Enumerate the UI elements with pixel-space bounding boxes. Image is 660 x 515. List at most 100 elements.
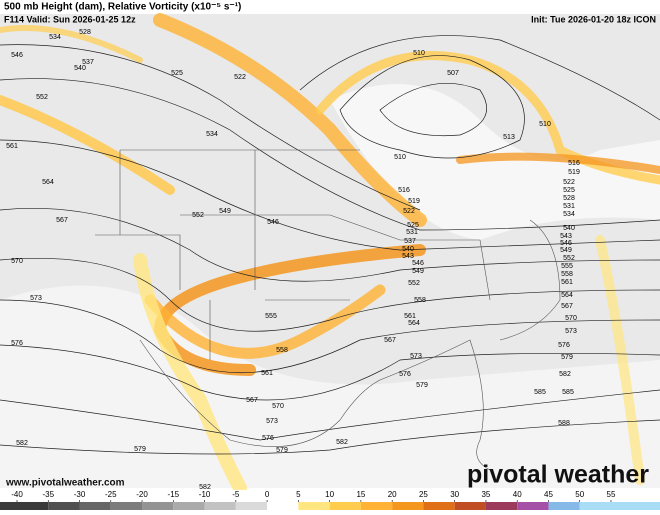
contour-label: 570 <box>11 258 23 265</box>
contour-line <box>0 389 660 441</box>
contour-label: 531 <box>563 203 575 210</box>
colorbar-segment <box>517 502 549 510</box>
contour-label: 567 <box>561 303 573 310</box>
contour-label: 507 <box>447 70 459 77</box>
colorbar-tick-label: 30 <box>450 490 459 499</box>
colorbar-segment <box>204 502 236 510</box>
vorticity-band <box>133 253 247 495</box>
vorticity-band <box>0 95 175 195</box>
colorbar-tick-label: 55 <box>607 490 616 499</box>
vorticity-band <box>153 13 427 227</box>
colorbar-left <box>0 502 17 510</box>
contour-label: 582 <box>559 371 571 378</box>
contour-label: 522 <box>563 179 575 186</box>
contour-label: 576 <box>11 340 23 347</box>
colorbar-segment <box>360 502 393 510</box>
contour-label: 567 <box>56 217 68 224</box>
contour-label: 570 <box>272 403 284 410</box>
contour-label: 516 <box>568 160 580 167</box>
contour-line <box>299 35 660 121</box>
contour-line <box>0 299 660 374</box>
colorbar-right <box>611 502 660 510</box>
contour-label: 549 <box>560 247 572 254</box>
contour-label: 555 <box>561 263 573 270</box>
contour-label: 525 <box>407 222 419 229</box>
contour-label: 564 <box>42 179 54 186</box>
colorbar-tick-label: -10 <box>199 490 211 499</box>
contour-label: 579 <box>134 446 146 453</box>
map-area: 5345285375405465525255225345615645675705… <box>0 13 660 495</box>
contour-label: 525 <box>563 187 575 194</box>
colorbar: -40 -35 -30 -25 -20 -15 -10 -5 0 5 10 15 20 25 30 35 40 4… <box>0 490 660 510</box>
colorbar-tick-label: 10 <box>325 490 334 499</box>
contour-label: 582 <box>199 484 211 491</box>
contour-line <box>379 83 488 136</box>
height-contours <box>0 35 660 455</box>
contour-label: 546 <box>11 52 23 59</box>
colorbar-tick-label: 20 <box>388 490 397 499</box>
colorbar-segment <box>485 502 518 510</box>
contour-labels: 5345285375405465525255225345615645675705… <box>6 29 580 491</box>
colorbar-tick-label: -20 <box>136 490 148 499</box>
contour-label: 573 <box>565 328 577 335</box>
contour-label: 558 <box>414 297 426 304</box>
colorbar-segment <box>142 502 174 510</box>
contour-label: 576 <box>262 435 274 442</box>
contour-label: 519 <box>568 169 580 176</box>
colorbar-tick-label: 0 <box>265 490 270 499</box>
colorbar-tick-label: 45 <box>544 490 553 499</box>
contour-label: 537 <box>404 238 416 245</box>
colorbar-segment <box>548 502 580 510</box>
contour-line <box>0 139 660 251</box>
contour-label: 510 <box>394 154 406 161</box>
colorbar-segment <box>579 502 611 510</box>
vorticity-band <box>144 284 386 359</box>
colorbar-segment <box>110 502 143 510</box>
contour-label: 552 <box>192 212 204 219</box>
contour-label: 585 <box>534 389 546 396</box>
contour-label: 549 <box>219 208 231 215</box>
website: www.pivotalweather.com <box>5 478 125 489</box>
colorbar-tick-label: -15 <box>168 490 180 499</box>
colorbar-tick-label: 50 <box>575 490 584 499</box>
colorbar-tick-label: 15 <box>356 490 365 499</box>
colorbar-segment <box>17 502 49 510</box>
logo: pivotal weather <box>467 461 649 489</box>
state-boundary <box>95 149 491 360</box>
contour-label: 552 <box>408 280 420 287</box>
contour-label: 543 <box>402 253 414 260</box>
contour-label: 567 <box>384 337 396 344</box>
contour-label: 585 <box>562 389 574 396</box>
contour-label: 546 <box>267 219 279 226</box>
colorbar-tick-label: -25 <box>105 490 117 499</box>
colorbar-segment <box>329 502 361 510</box>
colorbar-segment <box>392 502 424 510</box>
contour-label: 528 <box>79 29 91 36</box>
contour-label: 582 <box>16 440 28 447</box>
vorticity-band <box>315 51 660 185</box>
contour-line <box>0 258 660 332</box>
contour-label: 540 <box>563 225 575 232</box>
vorticity-bands <box>0 13 660 495</box>
contour-label: 555 <box>265 313 277 320</box>
contour-label: 534 <box>49 34 61 41</box>
colorbar-tick-label: -40 <box>11 490 23 499</box>
colorbar-segment <box>298 502 330 510</box>
contour-label: 546 <box>412 260 424 267</box>
contour-label: 522 <box>234 74 246 81</box>
contour-label: 552 <box>563 255 575 262</box>
colorbar-tick-label: 40 <box>513 490 522 499</box>
colorbar-segment <box>235 502 268 510</box>
colorbar-tick-label: -30 <box>74 490 86 499</box>
boundaries <box>95 149 561 471</box>
vorticity-band <box>0 25 143 63</box>
contour-label: 576 <box>399 371 411 378</box>
vorticity-band <box>153 244 426 376</box>
contour-label: 516 <box>398 187 410 194</box>
colorbar-segment <box>454 502 486 510</box>
colorbar-segment <box>173 502 205 510</box>
colorbar-tick-label: 35 <box>481 490 490 499</box>
contour-label: 549 <box>412 268 424 275</box>
contour-label: 561 <box>404 313 416 320</box>
